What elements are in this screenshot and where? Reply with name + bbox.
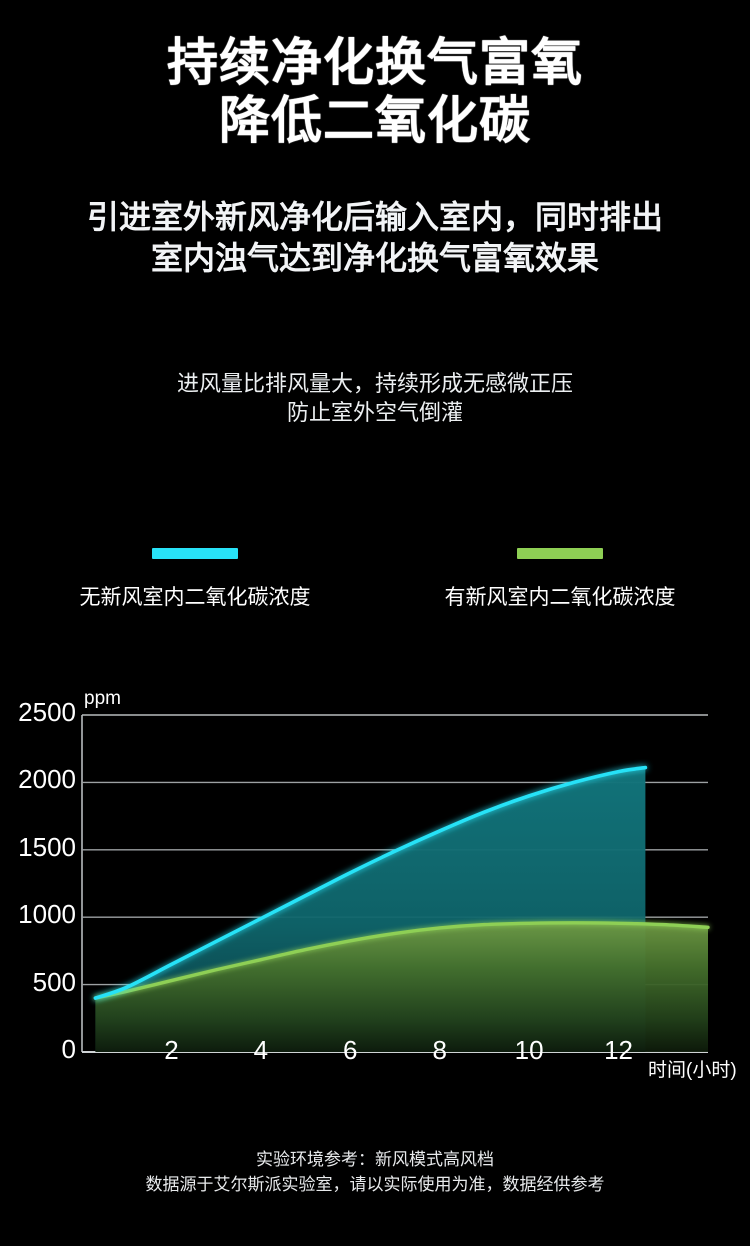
chart-footnote-line2: 数据源于艾尔斯派实验室，请以实际使用为准，数据经供参考 [145, 1174, 605, 1194]
x-axis-tick: 12 [604, 1035, 634, 1065]
feature-note-line1: 进风量比排风量大，持续形成无感微正压 [176, 371, 573, 396]
subtitle-line2: 室内浊气达到净化换气富氧效果 [150, 239, 599, 276]
x-axis-label: 时间(小时) [648, 1060, 737, 1081]
x-axis-tick: 4 [253, 1035, 269, 1065]
y-axis-tick: 500 [32, 966, 76, 997]
legend-label-with-fresh-air: 有新风室内二氧化碳浓度 [444, 586, 676, 609]
feature-note: 进风量比排风量大，持续形成无感微正压 防止室外空气倒灌 [0, 370, 750, 427]
legend-swatch-green [517, 548, 603, 559]
x-axis-tick: 6 [343, 1035, 358, 1065]
page-title-line1: 持续净化换气富氧 [166, 34, 583, 91]
y-axis-tick: 1500 [18, 831, 76, 862]
chart-legend: 无新风室内二氧化碳浓度 有新风室内二氧化碳浓度 [0, 548, 750, 628]
x-axis-tick-labels: 2 4 6 8 10 12 [0, 1035, 750, 1095]
legend-item-no-fresh-air: 无新风室内二氧化碳浓度 [55, 548, 335, 611]
page-title-line2: 降低二氧化碳 [218, 92, 531, 150]
y-axis-tick: 2500 [18, 697, 76, 727]
chart-plot-svg [81, 714, 710, 1053]
y-axis-tick: 1000 [18, 899, 76, 930]
co2-chart: 2500 2000 1500 1000 500 0 2 4 6 8 10 12 [0, 680, 750, 1100]
legend-item-with-fresh-air: 有新风室内二氧化碳浓度 [420, 548, 700, 611]
x-axis-tick: 10 [514, 1035, 544, 1065]
x-axis-tick: 2 [164, 1035, 179, 1065]
subtitle: 引进室外新风净化后输入室内，同时排出 室内浊气达到净化换气富氧效果 [0, 197, 750, 279]
y-axis-tick: 0 [61, 1034, 76, 1064]
legend-swatch-cyan [152, 548, 238, 559]
y-axis-unit: ppm [84, 688, 121, 709]
page-title: 持续净化换气富氧 降低二氧化碳 [0, 34, 750, 150]
chart-footnote: 实验环境参考：新风模式高风档 数据源于艾尔斯派实验室，请以实际使用为准，数据经供… [0, 1148, 750, 1197]
feature-note-line2: 防止室外空气倒灌 [286, 399, 463, 425]
chart-footnote-line1: 实验环境参考：新风模式高风档 [256, 1150, 494, 1169]
y-axis-tick: 2000 [18, 764, 76, 795]
legend-label-no-fresh-air: 无新风室内二氧化碳浓度 [79, 586, 311, 609]
subtitle-line1: 引进室外新风净化后输入室内，同时排出 [86, 199, 663, 235]
x-axis-tick: 8 [432, 1035, 447, 1065]
y-axis-tick-labels: 2500 2000 1500 1000 500 0 [0, 680, 76, 1100]
